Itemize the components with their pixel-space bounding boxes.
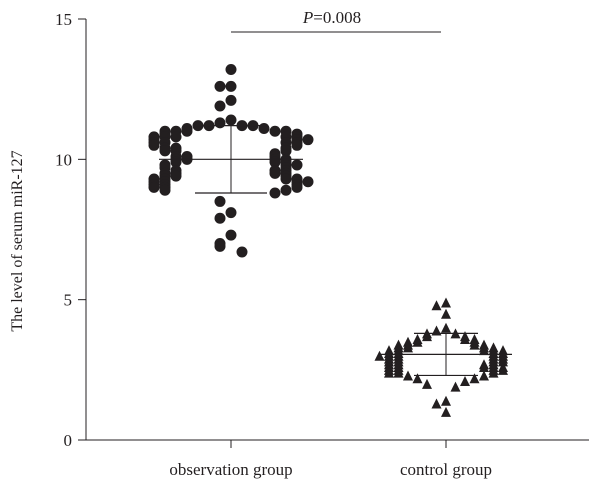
data-point-circle [214,240,226,252]
data-point-circle [214,100,226,112]
data-point-circle [170,170,182,182]
data-point-circle [148,181,160,193]
data-point-circle [225,207,237,219]
data-point-circle [181,125,193,137]
data-point-circle [269,125,281,137]
y-tick-label: 10 [55,150,72,169]
data-point-circle [225,80,237,92]
data-point-triangle [469,373,480,384]
data-point-circle [269,187,281,199]
data-point-triangle [441,308,451,319]
data-point-triangle [479,362,489,373]
data-point-triangle [393,367,404,378]
data-point-circle [258,122,270,134]
data-point-circle [225,114,237,126]
data-point-circle [214,212,226,224]
data-point-triangle [460,376,470,387]
data-point-circle [148,139,160,151]
y-tick-label: 15 [55,10,72,29]
data-point-triangle [374,350,385,361]
mean-sd-bars [159,125,512,377]
data-point-triangle [384,367,394,378]
data-point-circle [159,184,171,196]
data-point-circle [225,64,237,76]
data-point-triangle [422,378,432,389]
data-point-triangle [488,367,499,378]
data-point-circle [159,145,171,157]
x-category-label: observation group [169,460,292,479]
data-points [148,64,508,417]
data-point-circle [236,246,248,258]
data-point-circle [302,176,314,188]
p-symbol: P [302,8,313,27]
p-value-label: P=0.008 [302,8,361,27]
data-point-triangle [498,356,508,367]
data-point-circle [269,167,281,179]
data-point-triangle [469,339,480,350]
data-point-triangle [431,300,442,311]
data-point-circle [214,117,226,129]
data-point-circle [280,145,292,157]
y-tick-label: 5 [64,291,73,310]
p-number: =0.008 [313,8,361,27]
data-point-circle [225,94,237,106]
data-point-triangle [479,345,489,356]
data-point-circle [170,131,182,143]
data-point-triangle [460,333,470,344]
data-point-triangle [403,342,413,353]
data-point-triangle [412,373,423,384]
y-tick-label: 0 [64,431,73,450]
data-point-circle [214,195,226,207]
x-category-label: control group [400,460,492,479]
y-axis-label: The level of serum miR-127 [9,150,26,331]
data-point-triangle [450,381,461,392]
data-point-triangle [431,325,442,336]
data-point-circle [280,184,292,196]
data-point-circle [225,229,237,241]
data-point-circle [291,181,303,193]
data-point-triangle [441,395,451,406]
data-point-triangle [441,322,451,333]
data-point-circle [291,159,303,171]
data-point-triangle [403,370,413,381]
data-point-circle [291,139,303,151]
data-point-triangle [441,297,451,308]
data-point-triangle [422,331,432,342]
data-point-circle [302,134,314,146]
data-point-triangle [479,370,489,381]
p-value-annotation: P=0.008 [231,8,441,33]
data-point-circle [280,173,292,185]
data-point-triangle [441,406,451,417]
data-point-circle [214,80,226,92]
data-point-triangle [431,398,442,409]
axes: 0 5 10 15 observation group control group [55,10,589,479]
data-point-triangle [412,336,423,347]
data-point-triangle [498,364,508,375]
